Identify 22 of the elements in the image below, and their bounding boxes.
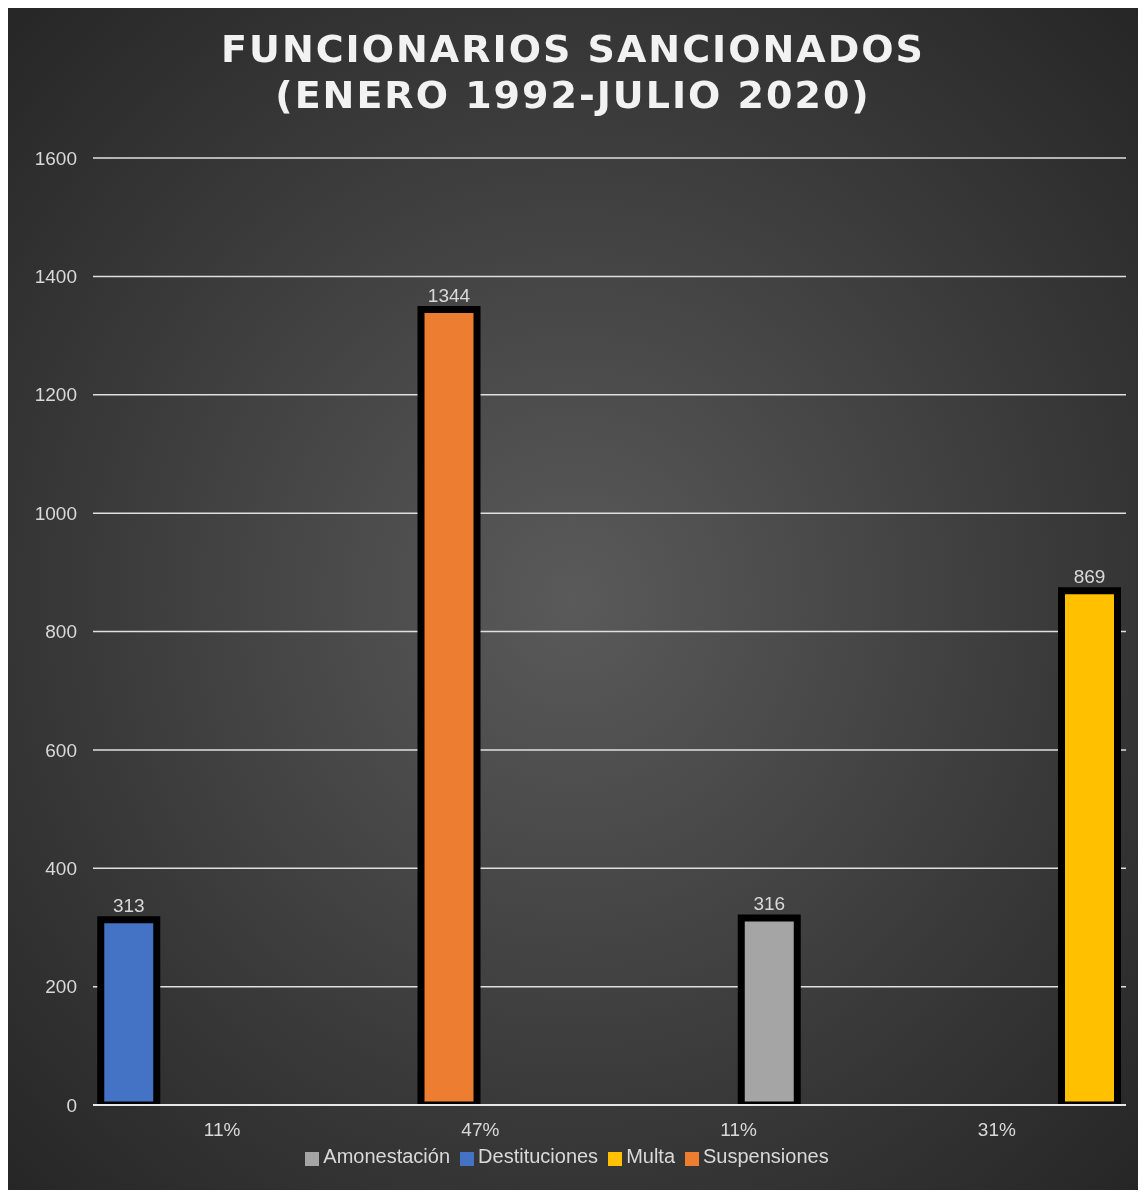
legend-label: Suspensiones [703,1145,829,1167]
data-label: 1344 [427,284,471,306]
data-label: 313 [112,894,145,916]
x-tick-label: 31% [977,1119,1016,1141]
y-tick-label: 800 [45,621,77,643]
legend-label: Amonestación [323,1145,451,1167]
y-tick-label: 1200 [34,384,77,406]
chart-title: FUNCIONARIOS SANCIONADOS (ENERO 1992-JULIO 2020) [220,26,926,118]
y-tick-label: 1600 [34,147,77,169]
y-tick-label: 600 [45,739,77,761]
y-tick-label: 0 [66,1094,77,1116]
x-tick-label: 11% [203,1119,241,1141]
y-tick-label: 1400 [34,266,77,288]
x-tick-label: 47% [461,1119,500,1141]
y-tick-label: 400 [45,857,77,879]
y-tick-label: 200 [45,976,77,998]
data-label: 869 [1073,565,1106,587]
legend-label: Destituciones [478,1145,599,1167]
y-tick-label: 1000 [34,502,77,524]
legend-label: Multa [626,1145,676,1167]
data-label: 316 [753,892,786,914]
x-tick-label: 11% [720,1119,758,1141]
